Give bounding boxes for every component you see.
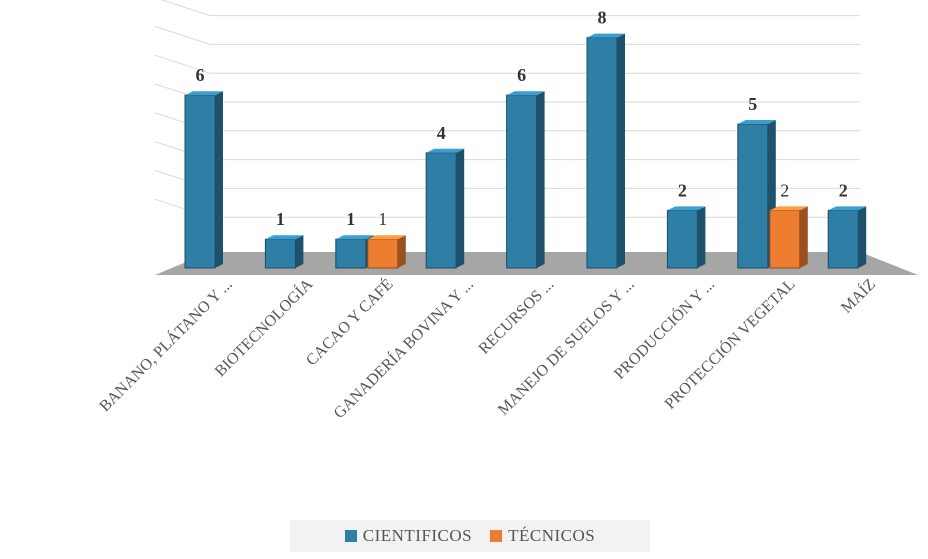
category-label: MAÍZ bbox=[837, 274, 879, 316]
category-label: BANANO, PLÁTANO Y ... bbox=[95, 274, 236, 415]
bar-tecnicos bbox=[769, 206, 808, 269]
category-label: PROTECCIÓN VEGETAL bbox=[660, 274, 798, 412]
bar-cientificos bbox=[827, 206, 867, 269]
gridline-side bbox=[154, 25, 211, 45]
category-label: GANADERÍA BOVINA Y ... bbox=[329, 274, 477, 422]
category-labels: BANANO, PLÁTANO Y ...BIOTECNOLOGÍACACAO … bbox=[95, 274, 879, 422]
value-label: 1 bbox=[346, 209, 355, 229]
category-label: RECURSOS ... bbox=[476, 276, 558, 358]
bar-cientificos bbox=[264, 235, 304, 269]
value-label: 1 bbox=[276, 209, 285, 229]
bar-cientificos bbox=[666, 206, 706, 269]
legend-label-tecnicos: TÉCNICOS bbox=[508, 526, 596, 545]
bar-cientificos bbox=[737, 120, 776, 269]
gridline-side bbox=[154, 54, 211, 74]
bar-tecnicos bbox=[367, 235, 406, 269]
legend-item-tecnicos: TÉCNICOS bbox=[490, 526, 595, 546]
value-label: 6 bbox=[196, 65, 205, 85]
value-label: 4 bbox=[437, 123, 446, 143]
bar-cientificos bbox=[586, 33, 625, 269]
legend: CIENTIFICOS TÉCNICOS bbox=[290, 520, 650, 552]
legend-label-cientificos: CIENTIFICOS bbox=[362, 526, 473, 545]
gridline-side bbox=[160, 0, 211, 17]
category-label: MANEJO DE SUELOS Y ... bbox=[495, 276, 638, 419]
bar-cientificos bbox=[184, 91, 223, 269]
legend-swatch-cientificos bbox=[344, 530, 357, 542]
bar-cientificos bbox=[425, 148, 465, 269]
value-label: 2 bbox=[839, 180, 848, 200]
legend-item-cientificos: CIENTIFICOS bbox=[344, 526, 473, 546]
value-label: 6 bbox=[517, 65, 526, 85]
category-label: CACAO Y CAFÉ bbox=[302, 274, 397, 369]
value-label: 2 bbox=[678, 180, 687, 200]
legend-swatch-tecnicos bbox=[490, 530, 503, 542]
value-labels: 6 1 1 1 4 6 8 2 5 2 2 bbox=[196, 8, 848, 230]
value-label: 1 bbox=[378, 209, 387, 229]
bar-cientificos bbox=[506, 91, 545, 269]
value-label: 5 bbox=[748, 94, 757, 114]
value-label: 8 bbox=[598, 8, 607, 28]
value-label: 2 bbox=[780, 180, 789, 200]
bars bbox=[184, 33, 867, 269]
